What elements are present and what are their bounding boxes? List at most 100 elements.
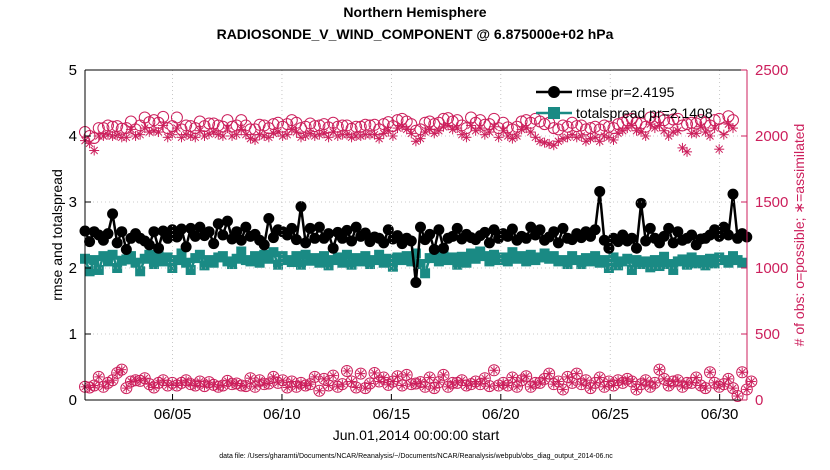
series-obs-assimilated-low [80, 365, 756, 401]
obs-possible-point [437, 368, 450, 381]
obs-possible-point [644, 380, 657, 393]
obs-possible-point [396, 379, 409, 392]
obs-assimilated-point [489, 121, 500, 132]
obs-possible-point [276, 374, 289, 387]
obs-assimilated-point [714, 144, 725, 155]
obs-possible-point [180, 374, 193, 387]
obs-assimilated-low-point [471, 377, 481, 387]
obs-assimilated-low-point [540, 374, 550, 384]
y-right-tick-label: 1000 [755, 260, 788, 277]
obs-assimilated-low-point [103, 378, 113, 388]
obs-assimilated-point [135, 129, 146, 140]
totalspread-point [171, 255, 182, 266]
totalspread-point [502, 256, 513, 267]
obs-assimilated-low-point [204, 377, 214, 387]
totalspread-point [410, 248, 421, 259]
rmse-point [433, 224, 445, 236]
totalspread-point [383, 253, 394, 264]
rmse-point [235, 234, 247, 246]
obs-assimilated-low-point [347, 377, 357, 387]
obs-assimilated-low-point [89, 380, 99, 390]
obs-possible-point [639, 374, 652, 387]
rmse-point [176, 223, 188, 235]
totalspread-point [420, 268, 431, 279]
obs-assimilated-low-point [494, 380, 504, 390]
obs-possible-point [699, 382, 712, 395]
obs-assimilated-point [181, 129, 192, 140]
obs-possible-point [313, 384, 326, 397]
totalspread-point [668, 264, 679, 275]
obs-possible-point [373, 375, 386, 388]
obs-assimilated-low-point [356, 369, 366, 379]
obs-assimilated-low-point [714, 382, 724, 392]
obs-assimilated-low-point [278, 375, 288, 385]
obs-assimilated-low-point [94, 372, 104, 382]
obs-assimilated-low-point [641, 375, 651, 385]
obs-possible-point [745, 375, 758, 388]
totalspread-point [723, 257, 734, 268]
obs-possible-point [520, 370, 533, 383]
obs-assimilated-low-point [140, 373, 150, 383]
totalspread-point [447, 252, 458, 263]
obs-assimilated-point [493, 132, 504, 143]
rmse-point [488, 224, 500, 236]
obs-assimilated-low-point [319, 374, 329, 384]
obs-assimilated-low-point [177, 378, 187, 388]
obs-assimilated-low-point [305, 379, 315, 389]
totalspread-point [318, 251, 329, 262]
obs-assimilated-low-point [236, 380, 246, 390]
obs-assimilated-point [727, 123, 738, 134]
legend-rmse-label: rmse pr=2.4195 [576, 84, 675, 100]
obs-assimilated-point [631, 125, 642, 136]
obs-possible-point [350, 381, 363, 394]
rmse-point [111, 237, 123, 249]
obs-possible-point [708, 376, 721, 389]
obs-assimilated-low-point [117, 365, 127, 375]
rmse-point [663, 222, 675, 234]
totalspread-point [176, 248, 187, 259]
totalspread-point [525, 249, 536, 260]
obs-assimilated-low-point [480, 373, 490, 383]
obs-assimilated-low-point [512, 382, 522, 392]
obs-possible-point [515, 374, 528, 387]
obs-assimilated-low-point [558, 384, 568, 394]
y-left-tick-label: 2 [69, 260, 77, 277]
totalspread-point [456, 251, 467, 262]
obs-assimilated-low-point [227, 379, 237, 389]
totalspread-point [539, 248, 550, 259]
obs-possible-point [543, 367, 556, 380]
totalspread-point [130, 257, 141, 268]
totalspread-point [273, 259, 284, 270]
y-left-tick-label: 5 [69, 62, 77, 79]
rmse-point [240, 221, 252, 233]
obs-possible-point [685, 116, 698, 129]
obs-possible-point [658, 372, 671, 385]
rmse-point [300, 237, 312, 249]
obs-assimilated-low-point [310, 372, 320, 382]
x-tick-label: 06/30 [701, 406, 739, 423]
totalspread-point [369, 255, 380, 266]
obs-possible-point [249, 380, 262, 393]
totalspread-point [263, 253, 274, 264]
totalspread-point [479, 251, 490, 262]
totalspread-point [700, 260, 711, 271]
totalspread-point [231, 253, 242, 264]
obs-possible-point [106, 374, 119, 387]
rmse-point [594, 185, 606, 197]
obs-possible-point [556, 383, 569, 396]
totalspread-point [626, 264, 637, 275]
obs-possible-point [570, 367, 583, 380]
obs-assimilated-low-point [544, 369, 554, 379]
totalspread-point [98, 251, 109, 262]
obs-assimilated-low-point [126, 377, 136, 387]
rmse-point [346, 235, 358, 247]
obs-assimilated-low-point [654, 365, 664, 375]
totalspread-point [332, 252, 343, 263]
obs-assimilated-point [89, 145, 100, 156]
rmse-point [84, 236, 96, 248]
obs-assimilated-low-point [581, 375, 591, 385]
obs-assimilated-point [121, 132, 132, 143]
obs-possible-point [354, 367, 367, 380]
obs-possible-point [193, 375, 206, 388]
